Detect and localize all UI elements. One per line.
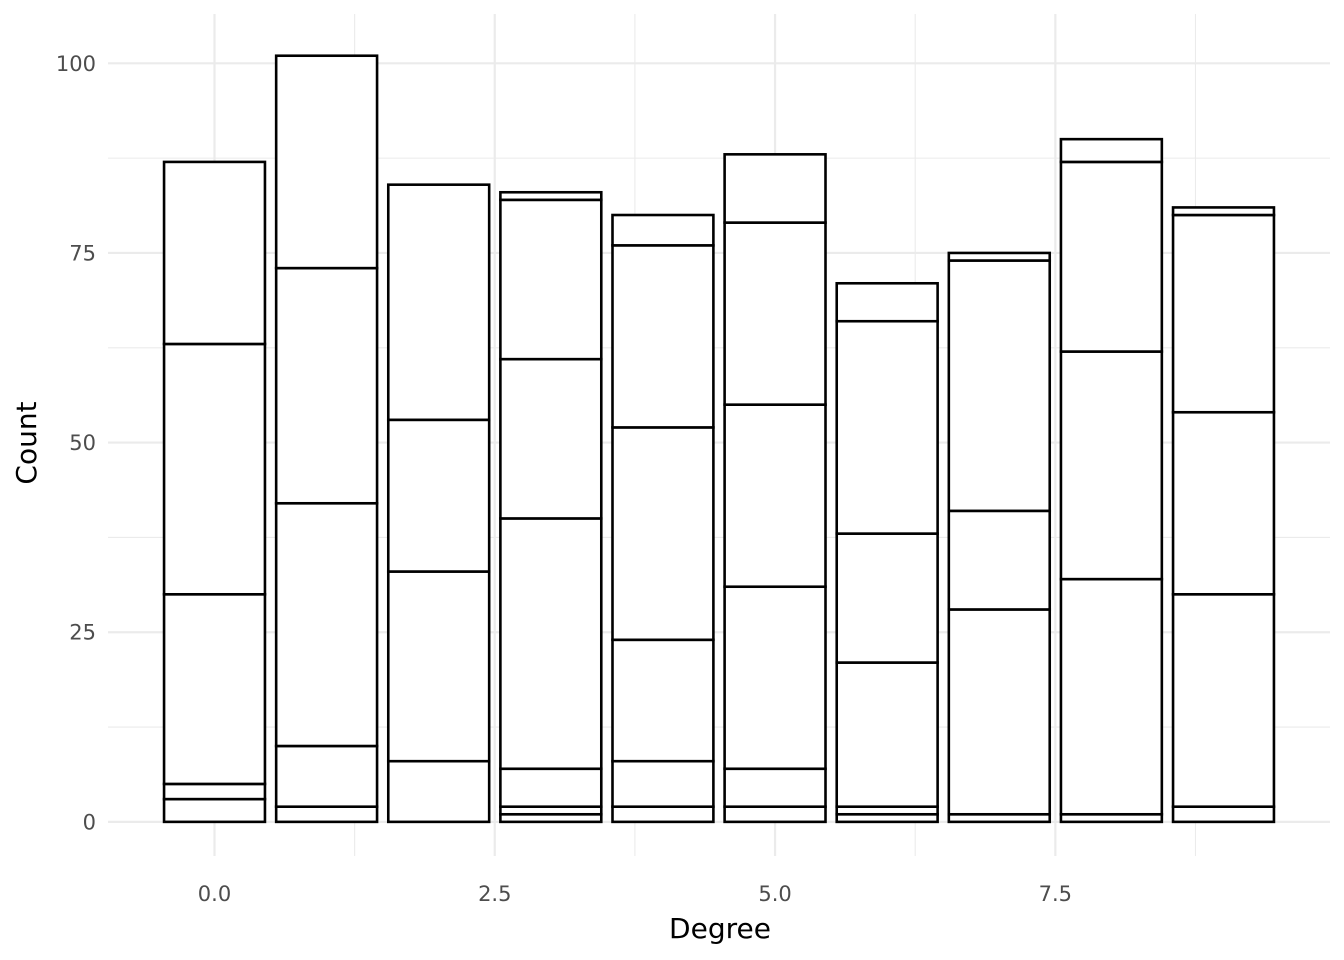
bar-stack-7 [947, 251, 1052, 824]
x-tick-label: 7.5 [1039, 882, 1072, 906]
bar-segment [1171, 805, 1276, 824]
bar-segment [386, 418, 491, 573]
bar-stack-5 [723, 153, 827, 824]
bar-segment [611, 244, 715, 429]
bar-segment [386, 759, 491, 824]
y-tick-label: 100 [56, 52, 96, 76]
bar-stack-9 [1171, 206, 1276, 824]
bar-segment [274, 266, 379, 505]
bar-segment [611, 638, 715, 763]
y-tick-label: 25 [69, 621, 96, 645]
bar-segment [723, 403, 827, 589]
x-tick-label: 5.0 [758, 882, 791, 906]
bar-segment [274, 744, 379, 808]
bar-segment [947, 509, 1052, 611]
bar-segment [386, 570, 491, 763]
bar-segment [499, 517, 603, 771]
bar-segment [1059, 350, 1164, 581]
x-axis-title: Degree [669, 912, 771, 945]
bar-segment [499, 190, 603, 202]
x-tick-label: 2.5 [478, 882, 511, 906]
bar-stack-1 [274, 54, 379, 824]
bars [162, 54, 1276, 824]
bar-segment [1059, 160, 1164, 353]
bar-segment [611, 426, 715, 642]
bar-stack-6 [835, 281, 939, 824]
bar-segment [611, 805, 715, 824]
bar-stack-4 [611, 213, 715, 824]
bar-segment [723, 767, 827, 808]
bar-segment [162, 592, 267, 786]
y-axis-title: Count [10, 401, 43, 484]
bar-segment [1059, 577, 1164, 816]
bar-segment [835, 532, 939, 664]
bar-segment [162, 797, 267, 824]
bar-segment [723, 805, 827, 824]
bar-segment [947, 259, 1052, 513]
bar-segment [274, 54, 379, 270]
bar-segment [723, 221, 827, 406]
bar-segment [162, 782, 267, 801]
bar-segment [1059, 137, 1164, 164]
bar-segment [499, 357, 603, 520]
bar-segment [274, 805, 379, 824]
x-tick-label: 0.0 [198, 882, 231, 906]
bar-segment [611, 759, 715, 808]
y-axis-tick-labels: 0 25 50 75 100 [56, 52, 96, 835]
bar-segment [1171, 213, 1276, 414]
bar-segment [947, 608, 1052, 816]
bar-segment [947, 251, 1052, 262]
bar-segment [1171, 206, 1276, 217]
bar-segment [162, 160, 267, 346]
bar-segment [1171, 410, 1276, 596]
y-tick-label: 0 [83, 810, 96, 834]
bar-segment [499, 767, 603, 808]
bar-segment [723, 153, 827, 224]
bar-segment [386, 183, 491, 422]
bar-stack-2 [386, 183, 491, 824]
bar-segment [162, 342, 267, 596]
bar-segment [723, 585, 827, 771]
bar-segment [499, 198, 603, 361]
y-tick-label: 50 [69, 431, 96, 455]
x-axis-tick-labels: 0.0 2.5 5.0 7.5 [198, 882, 1072, 906]
bar-stack-0 [162, 160, 267, 824]
bar-segment [1171, 592, 1276, 808]
bar-segment [835, 661, 939, 808]
bar-segment [835, 281, 939, 323]
bar-segment [611, 213, 715, 247]
y-tick-label: 75 [69, 241, 96, 265]
bar-stack-3 [499, 190, 603, 824]
bar-segment [274, 501, 379, 748]
bar-stack-8 [1059, 137, 1164, 824]
bar-segment [835, 319, 939, 535]
